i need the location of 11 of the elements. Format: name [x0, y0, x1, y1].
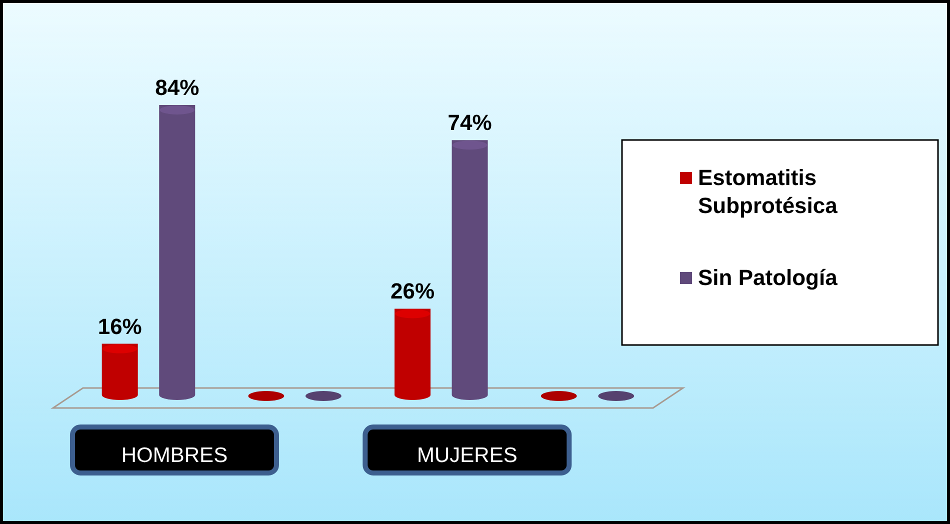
legend-label: Estomatitis Subprotésica	[698, 165, 838, 218]
bar	[159, 105, 196, 400]
bar	[394, 308, 431, 400]
legend-label: Sin Patología	[698, 265, 838, 290]
data-label: 26%	[390, 278, 435, 304]
x-tick-label: HOMBRES	[121, 444, 228, 467]
data-label: 84%	[155, 75, 200, 100]
data-label: 74%	[448, 110, 492, 136]
bar	[452, 140, 488, 400]
x-tick-label: MUJERES	[416, 444, 518, 467]
data-label: 16%	[98, 314, 142, 339]
